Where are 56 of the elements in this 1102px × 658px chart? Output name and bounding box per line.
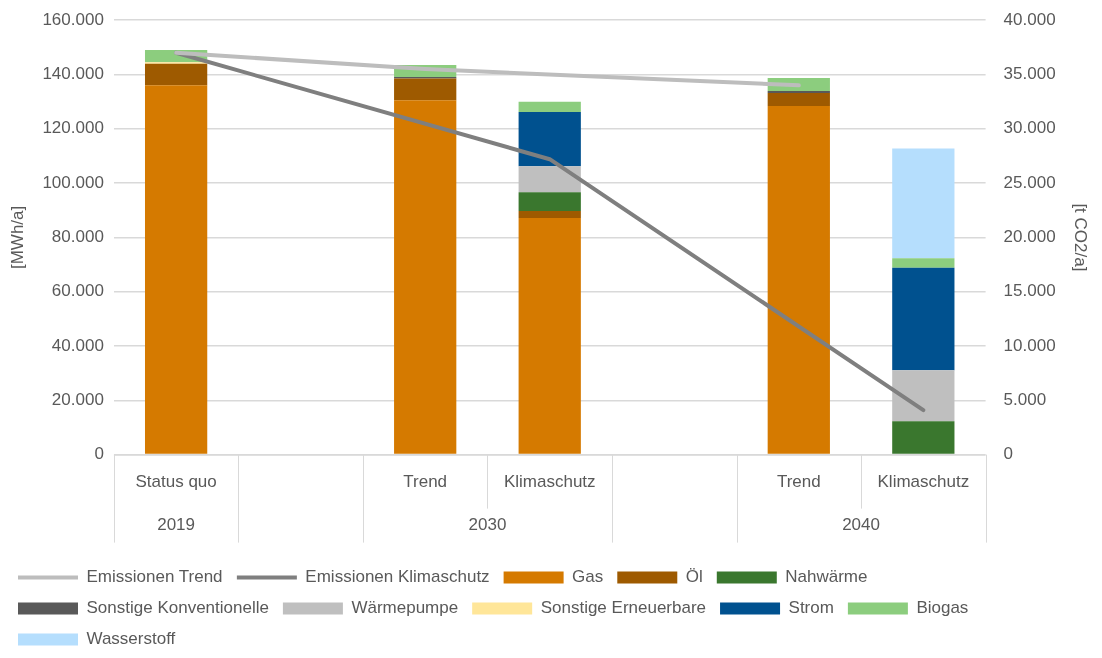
y2-tick-label: 15.000 xyxy=(1003,281,1056,301)
text: 2019 xyxy=(157,515,196,535)
legend-label: Biogas xyxy=(916,598,969,618)
legend-label: Nahwärme xyxy=(785,567,868,587)
y2-tick-label: 10.000 xyxy=(1003,335,1056,355)
bar xyxy=(518,192,581,212)
y-tick-label: 20.000 xyxy=(51,389,104,409)
bar xyxy=(518,111,581,167)
bar xyxy=(518,211,581,219)
bar xyxy=(767,105,830,454)
x-tick-label: Status quo xyxy=(135,472,217,492)
bar xyxy=(767,92,830,106)
text: 2030 xyxy=(468,515,507,535)
y-tick-label: 160.000 xyxy=(42,9,104,29)
y-tick-label: 40.000 xyxy=(51,335,104,355)
legend-label: Sonstige Erneuerbare xyxy=(540,598,707,618)
bar xyxy=(518,218,581,454)
y2-tick-label: 25.000 xyxy=(1003,172,1056,192)
bar xyxy=(144,85,208,454)
bar xyxy=(144,63,208,86)
y-tick-label: 0 xyxy=(94,444,104,464)
legend-label: Strom xyxy=(788,598,834,618)
legend-label: Emissionen Trend xyxy=(86,567,223,587)
y-axis-title: [MWh/a] xyxy=(7,205,27,270)
y-tick-label: 120.000 xyxy=(42,118,104,138)
y-tick-label: 60.000 xyxy=(51,281,104,301)
legend-label: Wärmepumpe xyxy=(351,598,459,618)
legend-label: Sonstige Konventionelle xyxy=(86,598,269,618)
y2-tick-label: 5.000 xyxy=(1003,389,1047,409)
bar xyxy=(892,267,955,371)
bar xyxy=(394,78,457,101)
y2-tick-label: 0 xyxy=(1003,444,1014,464)
y-tick-label: 100.000 xyxy=(42,172,104,192)
legend-label: Öl xyxy=(685,567,703,587)
y2-tick-label: 35.000 xyxy=(1003,64,1056,84)
x-tick-label: Trend xyxy=(403,472,448,492)
bar xyxy=(892,148,955,259)
y2-tick-label: 40.000 xyxy=(1003,9,1056,29)
x-tick-label: Klimaschutz xyxy=(503,472,596,492)
bar xyxy=(394,100,457,454)
bar xyxy=(518,101,581,112)
legend-label: Emissionen Klimaschutz xyxy=(305,567,490,587)
y2-tick-label: 30.000 xyxy=(1003,118,1056,138)
x-tick-label: Klimaschutz xyxy=(877,472,970,492)
y-tick-label: 140.000 xyxy=(42,64,104,84)
y2-axis-title: [t CO2/a] xyxy=(1071,203,1091,272)
x-tick-label: Trend xyxy=(776,472,821,492)
legend-label: Wasserstoff xyxy=(86,629,176,649)
y2-tick-label: 20.000 xyxy=(1003,227,1056,247)
bar xyxy=(518,166,581,193)
bar xyxy=(892,421,955,454)
text: 2040 xyxy=(842,515,880,535)
bar xyxy=(892,258,955,268)
legend-label: Gas xyxy=(572,567,604,587)
y-tick-label: 80.000 xyxy=(51,227,104,247)
bar xyxy=(892,370,955,422)
